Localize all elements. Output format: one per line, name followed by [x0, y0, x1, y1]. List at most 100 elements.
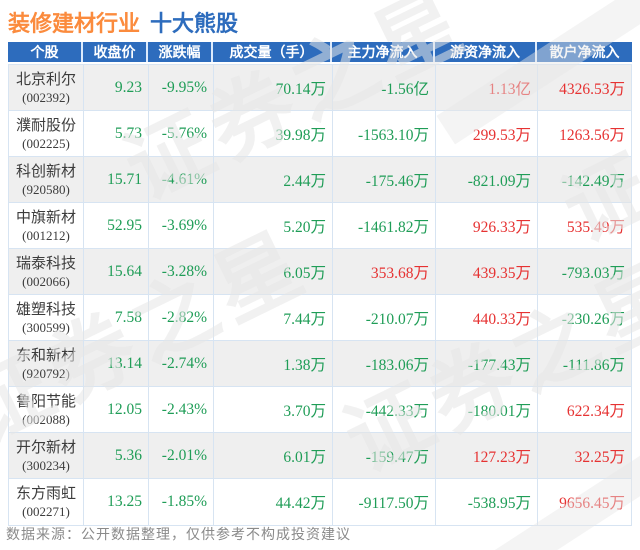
main-net-inflow-cell: -210.07万 [333, 295, 436, 340]
change-percent-cell: -4.61% [149, 157, 214, 202]
stock-name: 东和新材 [15, 346, 76, 364]
change-percent-cell: -9.95% [149, 65, 214, 110]
stock-cell: 鲁阳节能 (002088) [9, 387, 84, 432]
stock-cell: 北京利尔 (002392) [9, 65, 84, 110]
retail-net-inflow-cell: 4326.53万 [559, 80, 625, 98]
retail-net-inflow-cell: 9656.45万 [559, 495, 625, 512]
hot-money-net-inflow-cell: -821.09万 [436, 157, 538, 202]
stock-name: 东方雨虹 [15, 485, 76, 502]
stock-code: (920792) [22, 365, 70, 381]
close-price-cell: 9.23 [84, 65, 149, 110]
close-price-cell: 13.25 [84, 479, 149, 525]
volume-cell: 6.01万 [214, 433, 333, 478]
column-header-hot-money-inflow: 游资净流入 [435, 42, 537, 62]
main-net-inflow-cell: -1461.82万 [333, 203, 436, 248]
hot-money-net-inflow-cell: 440.33万 [436, 295, 538, 340]
hot-money-net-inflow-cell: -538.95万 [436, 479, 538, 525]
retail-net-inflow-cell: 622.34万 [566, 402, 625, 420]
table-row: 科创新材 (920580) 15.71 -4.61% 2.44万 -175.46… [9, 157, 631, 203]
table-row: 东和新材 (920792) 13.14 -2.74% 1.38万 -183.06… [9, 341, 631, 387]
volume-cell: 1.38万 [214, 341, 333, 386]
stock-code: (002271) [22, 504, 70, 519]
table-row: 濮耐股份 (002225) 5.73 -5.76% 39.98万 -1563.1… [9, 111, 631, 157]
stock-code: (002392) [22, 89, 70, 105]
change-percent-cell: -2.01% [149, 433, 214, 478]
stock-cell: 中旗新材 (001212) [9, 203, 84, 248]
stock-code: (002088) [22, 411, 70, 427]
stock-code: (300234) [22, 457, 70, 473]
volume-cell: 44.42万 [214, 479, 333, 525]
main-net-inflow-cell: -183.06万 [333, 341, 436, 386]
stock-name: 北京利尔 [15, 70, 76, 88]
data-source-note: 数据来源：公开数据整理，仅供参考不构成投资建议 [6, 526, 351, 542]
stock-cell: 瑞泰科技 (002066) [9, 249, 84, 294]
change-percent-cell: -2.82% [149, 295, 214, 340]
main-net-inflow-cell: -159.47万 [333, 433, 436, 478]
column-header-change-percent: 涨跌幅 [148, 42, 213, 62]
stock-name: 科创新材 [15, 162, 76, 180]
hot-money-net-inflow-cell: 439.35万 [436, 249, 538, 294]
stock-name: 中旗新材 [15, 208, 76, 226]
hot-money-net-inflow-cell: 127.23万 [436, 433, 538, 478]
stock-cell: 开尔新材 (300234) [9, 433, 84, 478]
volume-cell: 70.14万 [214, 65, 333, 110]
change-percent-cell: -2.74% [149, 341, 214, 386]
stock-cell: 东方雨虹 (002271) [9, 479, 84, 525]
main-net-inflow-cell: -442.33万 [333, 387, 436, 432]
table-header-row: 个股 收盘价 涨跌幅 成交量（手） 主力净流入 游资净流入 散户净流入 [8, 42, 632, 62]
main-net-inflow-cell: -9117.50万 [333, 479, 436, 525]
volume-cell: 2.44万 [214, 157, 333, 202]
column-header-volume: 成交量（手） [213, 42, 332, 62]
table-row: 东方雨虹 (002271) 13.25 -1.85% 44.42万 -9117.… [9, 479, 631, 525]
column-header-close-price: 收盘价 [83, 42, 148, 62]
stock-code: (300599) [22, 319, 70, 335]
page-title: 装修建材行业 十大熊股 [8, 6, 238, 38]
stock-code: (002066) [22, 273, 70, 289]
close-price-cell: 15.71 [84, 157, 149, 202]
stock-code: (001212) [22, 227, 70, 243]
close-price-cell: 5.73 [84, 111, 149, 156]
retail-net-inflow-cell: 1263.56万 [559, 126, 625, 144]
column-header-main-net-inflow: 主力净流入 [332, 42, 435, 62]
retail-net-inflow-cell: -142.49万 [561, 172, 625, 190]
stock-code: (002225) [22, 135, 70, 151]
close-price-cell: 12.05 [84, 387, 149, 432]
change-percent-cell: -2.43% [149, 387, 214, 432]
retail-net-inflow-cell: -230.26万 [561, 310, 625, 328]
table-row: 开尔新材 (300234) 5.36 -2.01% 6.01万 -159.47万… [9, 433, 631, 479]
volume-cell: 3.70万 [214, 387, 333, 432]
volume-cell: 39.98万 [214, 111, 333, 156]
retail-net-inflow-cell: -111.86万 [562, 356, 625, 374]
volume-cell: 6.05万 [214, 249, 333, 294]
title-industry: 装修建材行业 [8, 11, 141, 36]
table-row: 瑞泰科技 (002066) 15.64 -3.28% 6.05万 353.68万… [9, 249, 631, 295]
table-row: 北京利尔 (002392) 9.23 -9.95% 70.14万 -1.56亿 … [9, 65, 631, 111]
stock-name: 雄塑科技 [15, 300, 76, 318]
change-percent-cell: -3.69% [149, 203, 214, 248]
stock-cell: 科创新材 (920580) [9, 157, 84, 202]
hot-money-net-inflow-cell: 1.13亿 [436, 65, 538, 110]
change-percent-cell: -1.85% [149, 479, 214, 525]
main-net-inflow-cell: -175.46万 [333, 157, 436, 202]
close-price-cell: 5.36 [84, 433, 149, 478]
volume-cell: 7.44万 [214, 295, 333, 340]
stock-name: 开尔新材 [15, 438, 76, 456]
table-row: 鲁阳节能 (002088) 12.05 -2.43% 3.70万 -442.33… [9, 387, 631, 433]
stocks-table: 个股 收盘价 涨跌幅 成交量（手） 主力净流入 游资净流入 散户净流入 北京利尔… [8, 42, 632, 526]
retail-net-inflow-cell: 535.49万 [566, 218, 625, 236]
main-net-inflow-cell: -1563.10万 [333, 111, 436, 156]
table-row: 雄塑科技 (300599) 7.58 -2.82% 7.44万 -210.07万… [9, 295, 631, 341]
column-header-stock: 个股 [8, 42, 83, 62]
retail-net-inflow-cell: -793.03万 [561, 264, 625, 282]
close-price-cell: 15.64 [84, 249, 149, 294]
main-net-inflow-cell: -1.56亿 [333, 65, 436, 110]
stock-name: 瑞泰科技 [15, 254, 76, 272]
stock-cell: 濮耐股份 (002225) [9, 111, 84, 156]
stock-cell: 雄塑科技 (300599) [9, 295, 84, 340]
table-row: 中旗新材 (001212) 52.95 -3.69% 5.20万 -1461.8… [9, 203, 631, 249]
hot-money-net-inflow-cell: -177.43万 [436, 341, 538, 386]
title-list-type: 十大熊股 [150, 11, 239, 36]
close-price-cell: 52.95 [84, 203, 149, 248]
hot-money-net-inflow-cell: 926.33万 [436, 203, 538, 248]
